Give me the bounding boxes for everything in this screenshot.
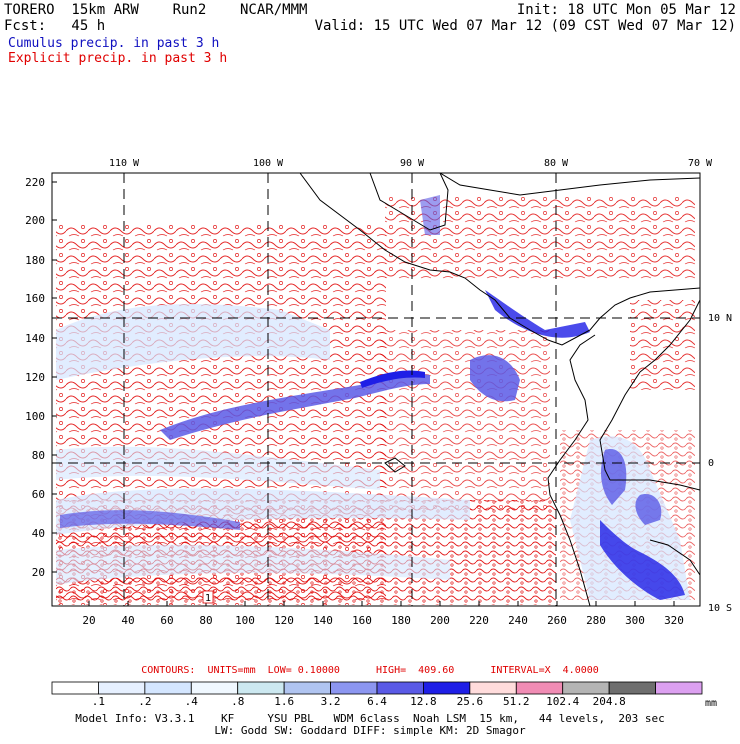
contour-marker-box <box>202 590 214 604</box>
y-tick: 20 <box>32 566 45 579</box>
y-tick: 200 <box>25 214 45 227</box>
x-tick: 240 <box>508 614 528 627</box>
x-tick: 80 <box>199 614 212 627</box>
legend-label: 3.2 <box>321 695 341 708</box>
right-lat-labels: 10 N 0 10 S <box>708 313 732 614</box>
y-tick: 180 <box>25 254 45 267</box>
legend-label: 204.8 <box>593 695 626 708</box>
title-line-1-left: TORERO 15km ARW Run2 NCAR/MMM <box>4 2 308 18</box>
x-tick: 220 <box>469 614 489 627</box>
y-tick: 140 <box>25 332 45 345</box>
y-tick: 40 <box>32 527 45 540</box>
x-tick: 280 <box>586 614 606 627</box>
legend-swatch <box>98 681 146 695</box>
legend-swatch <box>283 681 331 695</box>
legend-label: 102.4 <box>546 695 579 708</box>
x-tick: 120 <box>274 614 294 627</box>
x-tick: 40 <box>121 614 134 627</box>
legend-label: 51.2 <box>503 695 530 708</box>
model-info-line-1: Model Info: V3.3.1 KF YSU PBL WDM 6class… <box>75 712 665 725</box>
bottom-ticks: 20 40 60 80 100 120 140 160 180 200 220 … <box>82 614 684 627</box>
lat-label: 10 N <box>708 313 732 324</box>
model-info-line-2: LW: Godd SW: Goddard DIFF: simple KM: 2D… <box>214 724 526 737</box>
left-tick-marks <box>52 181 57 573</box>
y-tick: 160 <box>25 292 45 305</box>
y-tick: 80 <box>32 449 45 462</box>
lat-label: 10 S <box>708 603 732 614</box>
top-lon-labels: 110 W 100 W 90 W 80 W 70 W <box>109 158 713 169</box>
legend-swatch <box>655 681 703 695</box>
coastlines <box>299 173 700 606</box>
legend-swatch <box>423 681 471 695</box>
title-line-1-right: Init: 18 UTC Mon 05 Mar 12 <box>516 2 736 18</box>
y-tick: 60 <box>32 488 45 501</box>
graticule <box>52 173 700 606</box>
lat-label: 0 <box>708 458 714 469</box>
legend-label: 12.8 <box>410 695 437 708</box>
x-tick: 180 <box>391 614 411 627</box>
legend-label: .1 <box>92 695 105 708</box>
legend-label: 1.6 <box>274 695 294 708</box>
lon-label: 70 W <box>688 158 713 169</box>
map-frame <box>51 172 701 607</box>
contours-info: CONTOURS: UNITS=mm LOW= 0.10000 HIGH= 40… <box>141 665 599 676</box>
legend-label: .8 <box>231 695 244 708</box>
legend-colorbar <box>51 681 703 695</box>
legend-swatch <box>376 681 424 695</box>
x-tick: 300 <box>625 614 645 627</box>
x-tick: 200 <box>430 614 450 627</box>
legend-swatch <box>330 681 378 695</box>
legend-swatch <box>515 681 564 695</box>
lon-label: 90 W <box>400 158 425 169</box>
left-ticks: 220 200 180 160 140 120 100 80 60 40 20 <box>25 176 45 579</box>
x-tick: 100 <box>235 614 255 627</box>
legend-label: 6.4 <box>367 695 387 708</box>
legend-swatch <box>51 681 99 695</box>
legend-swatch <box>190 681 239 695</box>
title-line-2-right: Valid: 15 UTC Wed 07 Mar 12 (09 CST Wed … <box>314 18 736 34</box>
legend-label: .2 <box>138 695 151 708</box>
contour-marker-label: 1 <box>205 593 211 604</box>
bottom-tick-marks <box>88 601 675 606</box>
x-tick: 160 <box>352 614 372 627</box>
x-tick: 320 <box>664 614 684 627</box>
field-label-cumulus: Cumulus precip. in past 3 h <box>8 36 220 51</box>
lon-label: 110 W <box>109 158 140 169</box>
legend-swatch <box>608 681 656 695</box>
legend-swatch <box>237 681 285 695</box>
x-tick: 140 <box>313 614 333 627</box>
legend-swatch <box>144 681 192 695</box>
lon-label: 80 W <box>544 158 569 169</box>
x-tick: 20 <box>82 614 95 627</box>
x-tick: 60 <box>160 614 173 627</box>
legend-swatch <box>562 681 610 695</box>
legend-swatch <box>469 681 517 695</box>
y-tick: 100 <box>25 410 45 423</box>
legend-label: 25.6 <box>457 695 484 708</box>
y-tick: 120 <box>25 371 45 384</box>
legend-unit: mm <box>705 698 717 709</box>
legend-labels: .1 .2 .4 .8 1.6 3.2 6.4 12.8 25.6 51.2 102.4 204.8 <box>92 695 626 708</box>
precip-fields <box>56 195 695 605</box>
lon-label: 100 W <box>253 158 284 169</box>
field-label-explicit: Explicit precip. in past 3 h <box>8 51 228 66</box>
y-tick: 220 <box>25 176 45 189</box>
x-tick: 260 <box>547 614 567 627</box>
legend-label: .4 <box>185 695 199 708</box>
title-line-2-left: Fcst: 45 h <box>4 18 106 34</box>
